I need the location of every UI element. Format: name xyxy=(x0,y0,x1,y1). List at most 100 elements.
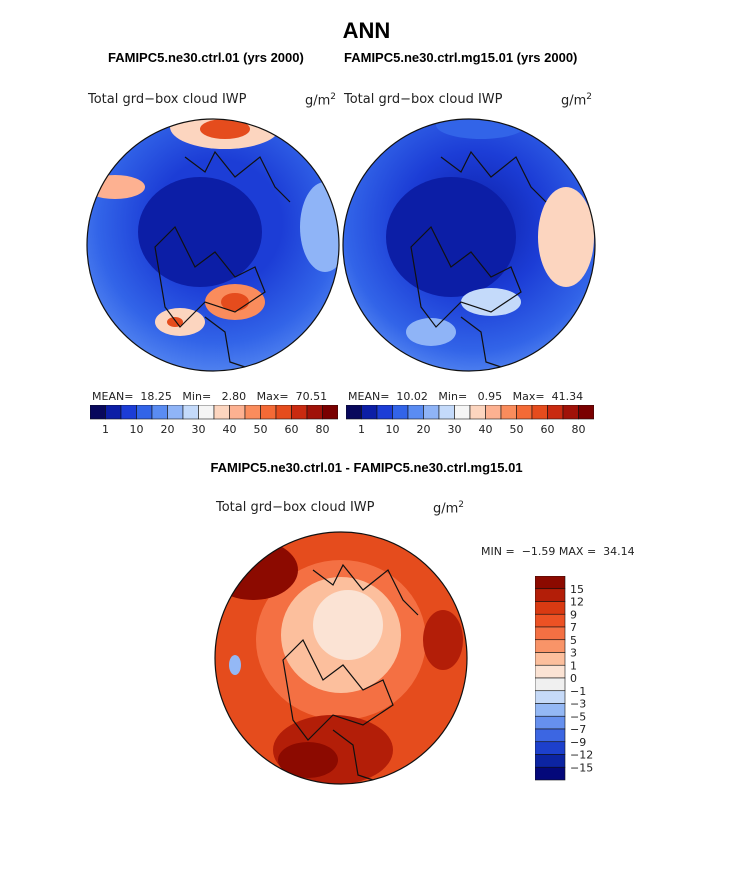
panel2-atlantic-band xyxy=(461,288,521,316)
panel2-colorbar-swatch xyxy=(454,405,471,420)
diff-variable-label: Total grd−box cloud IWP xyxy=(216,500,375,515)
diff-min-label: MIN = xyxy=(481,545,515,558)
diff-colorbar-swatch xyxy=(535,664,566,679)
panel1-colorbar-swatch xyxy=(90,405,106,420)
panel1-colorbar-swatch xyxy=(260,405,277,420)
panel2-east-high xyxy=(538,187,594,287)
panel1-colorbar-tick: 20 xyxy=(161,423,175,436)
panel1-mean: 18.25 xyxy=(140,390,172,403)
diff-colorbar-swatch xyxy=(535,576,566,590)
panel2-colorbar-tick: 10 xyxy=(386,423,400,436)
panel1-colorbar-swatch xyxy=(213,405,230,420)
panel2-colorbar-swatch xyxy=(547,405,564,420)
diff-colorbar-swatch xyxy=(535,588,566,602)
diff-colorbar-tick: 3 xyxy=(570,647,577,660)
panel2-mean-label: MEAN= xyxy=(348,390,390,403)
panel2-map xyxy=(342,118,596,372)
panel2-colorbar-swatch xyxy=(407,405,424,420)
panel2-colorbar-swatch xyxy=(485,405,502,420)
panel1-arctic-low xyxy=(138,177,262,287)
panel2-units-exp: 2 xyxy=(586,92,593,102)
panel1-colorbar-swatch xyxy=(291,405,308,420)
diff-case-title: FAMIPC5.ne30.ctrl.01 - FAMIPC5.ne30.ctrl… xyxy=(210,460,523,475)
panel1-stats: MEAN= 18.25 Min= 2.80 Max= 70.51 xyxy=(92,390,327,403)
panel2-map-border xyxy=(342,118,596,372)
diff-colorbar-tick: −5 xyxy=(570,710,586,723)
diff-colorbar-tick: 12 xyxy=(570,596,584,609)
diff-colorbar-swatch xyxy=(535,601,566,615)
diff-colorbar-swatch xyxy=(535,741,566,755)
panel1-colorbar-swatch xyxy=(136,405,153,420)
diff-arctic-core xyxy=(313,590,383,660)
panel1-coastline xyxy=(154,225,266,328)
diff-colorbar-swatch xyxy=(535,754,566,768)
panel1-map-border xyxy=(86,118,340,372)
panel1-colorbar-swatch xyxy=(182,405,199,420)
diff-colorbar-tick: 7 xyxy=(570,621,577,634)
diff-units: g/m2 xyxy=(433,500,464,516)
diff-colorbar-swatch xyxy=(535,690,566,704)
diff-colorbar-swatch xyxy=(535,703,566,717)
panel2-pacific-band xyxy=(436,119,526,139)
panel1-colorbar-swatch xyxy=(120,405,137,420)
panel1-pacific-peak xyxy=(200,119,250,139)
panel1-europe-peak xyxy=(167,317,183,327)
panel2-stats: MEAN= 10.02 Min= 0.95 Max= 41.34 xyxy=(348,390,583,403)
panel1-colorbar-swatch xyxy=(167,405,184,420)
diff-colorbar-tick: −9 xyxy=(570,736,586,749)
panel2-colorbar-swatch xyxy=(531,405,548,420)
diff-colorbar-tick: 9 xyxy=(570,608,577,621)
diff-colorbar-tick: −3 xyxy=(570,698,586,711)
panel1-colorbar-swatch xyxy=(151,405,168,420)
panel2-colorbar-tick: 40 xyxy=(479,423,493,436)
panel2-colorbar-swatch xyxy=(500,405,517,420)
diff-colorbar-swatch xyxy=(535,626,566,641)
panel2-colorbar-tick: 50 xyxy=(510,423,524,436)
panel2-europe-band xyxy=(406,318,456,346)
panel2-units-base: g/m xyxy=(561,93,587,109)
panel2-colorbar-tick: 30 xyxy=(448,423,462,436)
diff-colorbar-swatch xyxy=(535,639,566,653)
panel2-colorbar-swatch xyxy=(423,405,440,420)
panel2-colorbar-swatch xyxy=(376,405,393,420)
panel1-colorbar-tick: 60 xyxy=(285,423,299,436)
diff-colorbar-swatch xyxy=(535,652,566,666)
panel1-units-base: g/m xyxy=(305,93,331,109)
panel2-colorbar-swatch xyxy=(438,405,455,420)
panel1-map xyxy=(86,118,340,372)
figure-title: ANN xyxy=(342,18,391,43)
panel1-coastline-north xyxy=(184,150,291,203)
panel2-colorbar-tick: 80 xyxy=(572,423,586,436)
diff-colorbar-tick: 1 xyxy=(570,659,577,672)
diff-units-exp: 2 xyxy=(458,500,465,510)
panel1-atlantic-peak xyxy=(221,293,249,311)
diff-colorbar-tick: −1 xyxy=(570,685,586,698)
diff-units-base: g/m xyxy=(433,501,459,517)
panel1-colorbar-tick: 1 xyxy=(102,423,109,436)
panel2-colorbar-tick: 20 xyxy=(417,423,431,436)
diff-colorbar-swatch xyxy=(535,613,566,628)
panel1-colorbar-swatch xyxy=(275,405,292,420)
panel1-colorbar-tick: 80 xyxy=(316,423,330,436)
panel2-max: 41.34 xyxy=(551,390,584,403)
diff-coastline xyxy=(282,638,394,741)
diff-colorbar-swatch xyxy=(535,677,566,692)
diff-colorbar-tick: −15 xyxy=(570,761,593,774)
panel1-case-title: FAMIPC5.ne30.ctrl.01 (yrs 2000) xyxy=(108,50,304,65)
panel2-mean: 10.02 xyxy=(396,390,428,403)
panel2-colorbar-tick: 1 xyxy=(358,423,365,436)
panel1-variable-label: Total grd−box cloud IWP xyxy=(88,92,247,107)
diff-map xyxy=(214,531,468,785)
diff-coastline-north xyxy=(312,563,419,616)
panel1-min: 2.80 xyxy=(221,390,247,403)
diff-min: −1.59 xyxy=(521,545,556,558)
panel1-colorbar-swatch xyxy=(322,405,338,420)
panel1-units-exp: 2 xyxy=(330,92,337,102)
panel1-colorbar-swatch xyxy=(229,405,246,420)
panel2-units: g/m2 xyxy=(561,92,592,108)
panel2-colorbar-swatch xyxy=(578,405,594,420)
panel2-case-title: FAMIPC5.ne30.ctrl.mg15.01 (yrs 2000) xyxy=(344,50,578,65)
panel2-colorbar-swatch xyxy=(516,405,533,420)
panel2-colorbar: 1 10 20 30 40 50 60 80 xyxy=(346,405,594,436)
panel1-colorbar-tick: 10 xyxy=(130,423,144,436)
